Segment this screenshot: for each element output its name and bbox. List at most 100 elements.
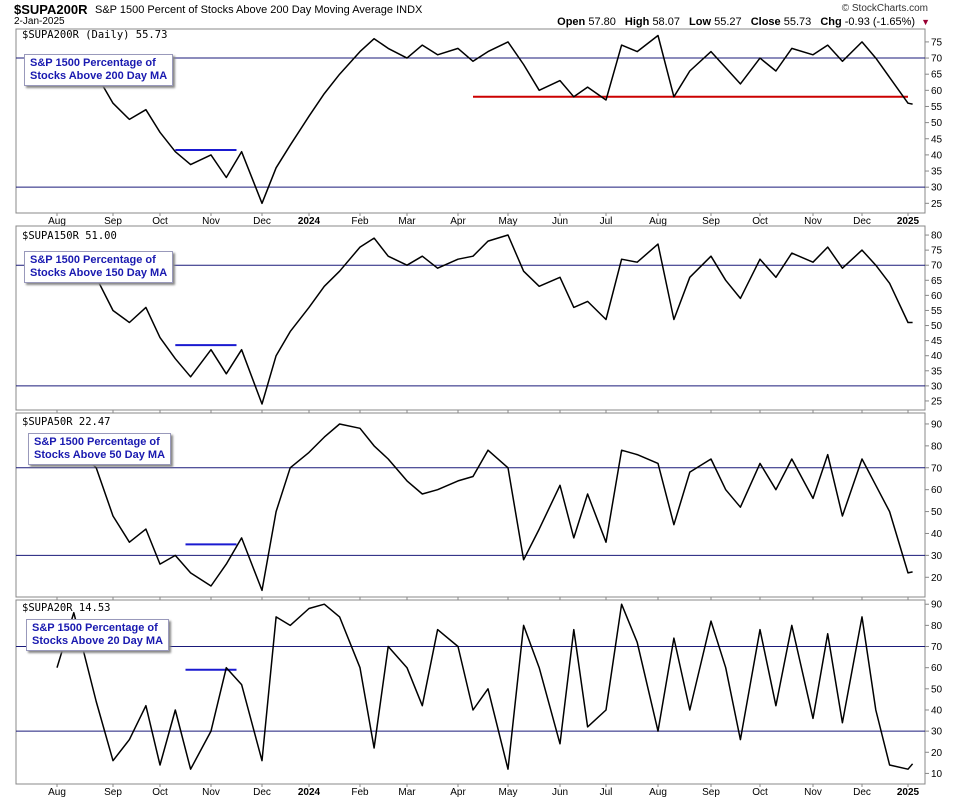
y-tick-label: 50	[931, 321, 943, 332]
x-tick-label: Mar	[398, 787, 416, 798]
legend-line: Stocks Above 20 Day MA	[32, 635, 164, 647]
y-tick-label: 30	[931, 727, 943, 738]
x-tick-label: Dec	[253, 216, 271, 227]
panel-title: $SUPA20R 14.53	[22, 602, 111, 614]
open-value: 57.80	[588, 16, 616, 28]
legend-line: S&P 1500 Percentage of	[30, 254, 156, 266]
chg-label: Chg	[820, 16, 842, 28]
x-tick-label: Dec	[253, 787, 271, 798]
y-tick-label: 20	[931, 573, 943, 584]
quote-summary: Open 57.80 High 58.07 Low 55.27 Close 55…	[557, 16, 930, 28]
down-triangle-icon: ▼	[921, 17, 930, 27]
x-tick-label: Sep	[702, 787, 720, 798]
high-value: 58.07	[652, 16, 680, 28]
high-label: High	[624, 16, 650, 28]
x-tick-label: Jul	[600, 787, 613, 798]
y-tick-label: 60	[931, 485, 943, 496]
close-value: 55.73	[783, 16, 812, 28]
x-tick-label: Dec	[853, 787, 871, 798]
x-tick-label: Nov	[804, 216, 822, 227]
y-tick-label: 90	[931, 419, 943, 430]
y-tick-label: 30	[931, 381, 943, 392]
y-tick-label: 60	[931, 291, 943, 302]
x-tick-label: Mar	[398, 216, 416, 227]
series-line	[56, 34, 913, 205]
x-tick-label: May	[499, 216, 518, 227]
legend-line: Stocks Above 150 Day MA	[30, 267, 168, 279]
y-tick-label: 10	[931, 769, 943, 780]
x-tick-label: Apr	[450, 787, 466, 798]
x-tick-label: Nov	[202, 216, 220, 227]
y-tick-label: 70	[931, 642, 943, 653]
x-tick-label: Sep	[702, 216, 720, 227]
quote-date: 2-Jan-2025	[14, 16, 65, 27]
y-tick-label: 65	[931, 70, 943, 81]
y-tick-label: 25	[931, 396, 943, 407]
legend-box: S&P 1500 Percentage of Stocks Above 20 Da…	[26, 619, 170, 651]
x-tick-label: Oct	[152, 787, 168, 798]
x-tick-label: Jul	[600, 216, 613, 227]
x-tick-label: Aug	[649, 216, 667, 227]
low-label: Low	[689, 16, 712, 28]
y-tick-label: 50	[931, 507, 943, 518]
legend-line: Stocks Above 50 Day MA	[34, 449, 166, 461]
index-description: S&P 1500 Percent of Stocks Above 200 Day…	[95, 4, 394, 16]
y-tick-label: 35	[931, 167, 943, 178]
y-tick-label: 35	[931, 366, 943, 377]
low-value: 55.27	[714, 16, 742, 28]
x-tick-label: 2025	[897, 216, 920, 227]
y-tick-label: 70	[931, 463, 943, 474]
y-tick-label: 55	[931, 306, 943, 317]
x-tick-label: Nov	[202, 787, 220, 798]
brand-link[interactable]: © StockCharts.com	[841, 3, 928, 14]
series-line	[56, 234, 913, 405]
legend-box: S&P 1500 Percentage of Stocks Above 150 D…	[24, 251, 174, 283]
y-tick-label: 75	[931, 37, 943, 48]
panel-title: $SUPA150R 51.00	[22, 230, 117, 242]
legend-line: Stocks Above 200 Day MA	[30, 70, 168, 82]
y-tick-label: 45	[931, 134, 943, 145]
y-tick-label: 55	[931, 102, 943, 113]
y-tick-label: 40	[931, 150, 943, 161]
x-tick-label: Feb	[351, 787, 369, 798]
legend-box: S&P 1500 Percentage of Stocks Above 200 D…	[24, 54, 174, 86]
x-tick-label: Sep	[104, 216, 122, 227]
y-tick-label: 30	[931, 183, 943, 194]
y-tick-label: 70	[931, 54, 943, 65]
x-tick-label: 2024	[298, 216, 321, 227]
y-tick-label: 50	[931, 118, 943, 129]
x-tick-label: Aug	[48, 787, 66, 798]
y-tick-label: 80	[931, 621, 943, 632]
legend-line: S&P 1500 Percentage of	[30, 57, 156, 69]
x-tick-label: Nov	[804, 787, 822, 798]
y-tick-label: 90	[931, 600, 943, 611]
exchange-label: INDX	[396, 4, 423, 16]
open-label: Open	[557, 16, 586, 28]
y-tick-label: 70	[931, 261, 943, 272]
close-label: Close	[750, 16, 781, 28]
chg-value: -0.93 (-1.65%)	[844, 16, 916, 28]
chart-header: $SUPA200R S&P 1500 Percent of Stocks Abo…	[0, 0, 960, 28]
y-tick-label: 80	[931, 441, 943, 452]
series-line	[56, 423, 913, 592]
legend-box: S&P 1500 Percentage of Stocks Above 50 Da…	[28, 433, 172, 465]
y-tick-label: 25	[931, 199, 943, 210]
x-tick-label: Jun	[552, 787, 568, 798]
y-tick-label: 20	[931, 748, 943, 759]
y-tick-label: 30	[931, 551, 943, 562]
y-tick-label: 45	[931, 336, 943, 347]
series-line	[56, 603, 914, 770]
y-tick-label: 75	[931, 246, 943, 257]
x-tick-label: Dec	[853, 216, 871, 227]
y-tick-label: 40	[931, 529, 943, 540]
legend-line: S&P 1500 Percentage of	[32, 622, 158, 634]
x-tick-label: 2024	[298, 787, 321, 798]
x-tick-label: Aug	[48, 216, 66, 227]
panel-title: $SUPA200R (Daily) 55.73	[22, 29, 167, 41]
y-tick-label: 40	[931, 705, 943, 716]
y-tick-label: 60	[931, 663, 943, 674]
symbol-label: $SUPA200R	[14, 2, 88, 17]
x-tick-label: Oct	[752, 216, 768, 227]
y-tick-label: 40	[931, 351, 943, 362]
x-tick-label: Oct	[152, 216, 168, 227]
